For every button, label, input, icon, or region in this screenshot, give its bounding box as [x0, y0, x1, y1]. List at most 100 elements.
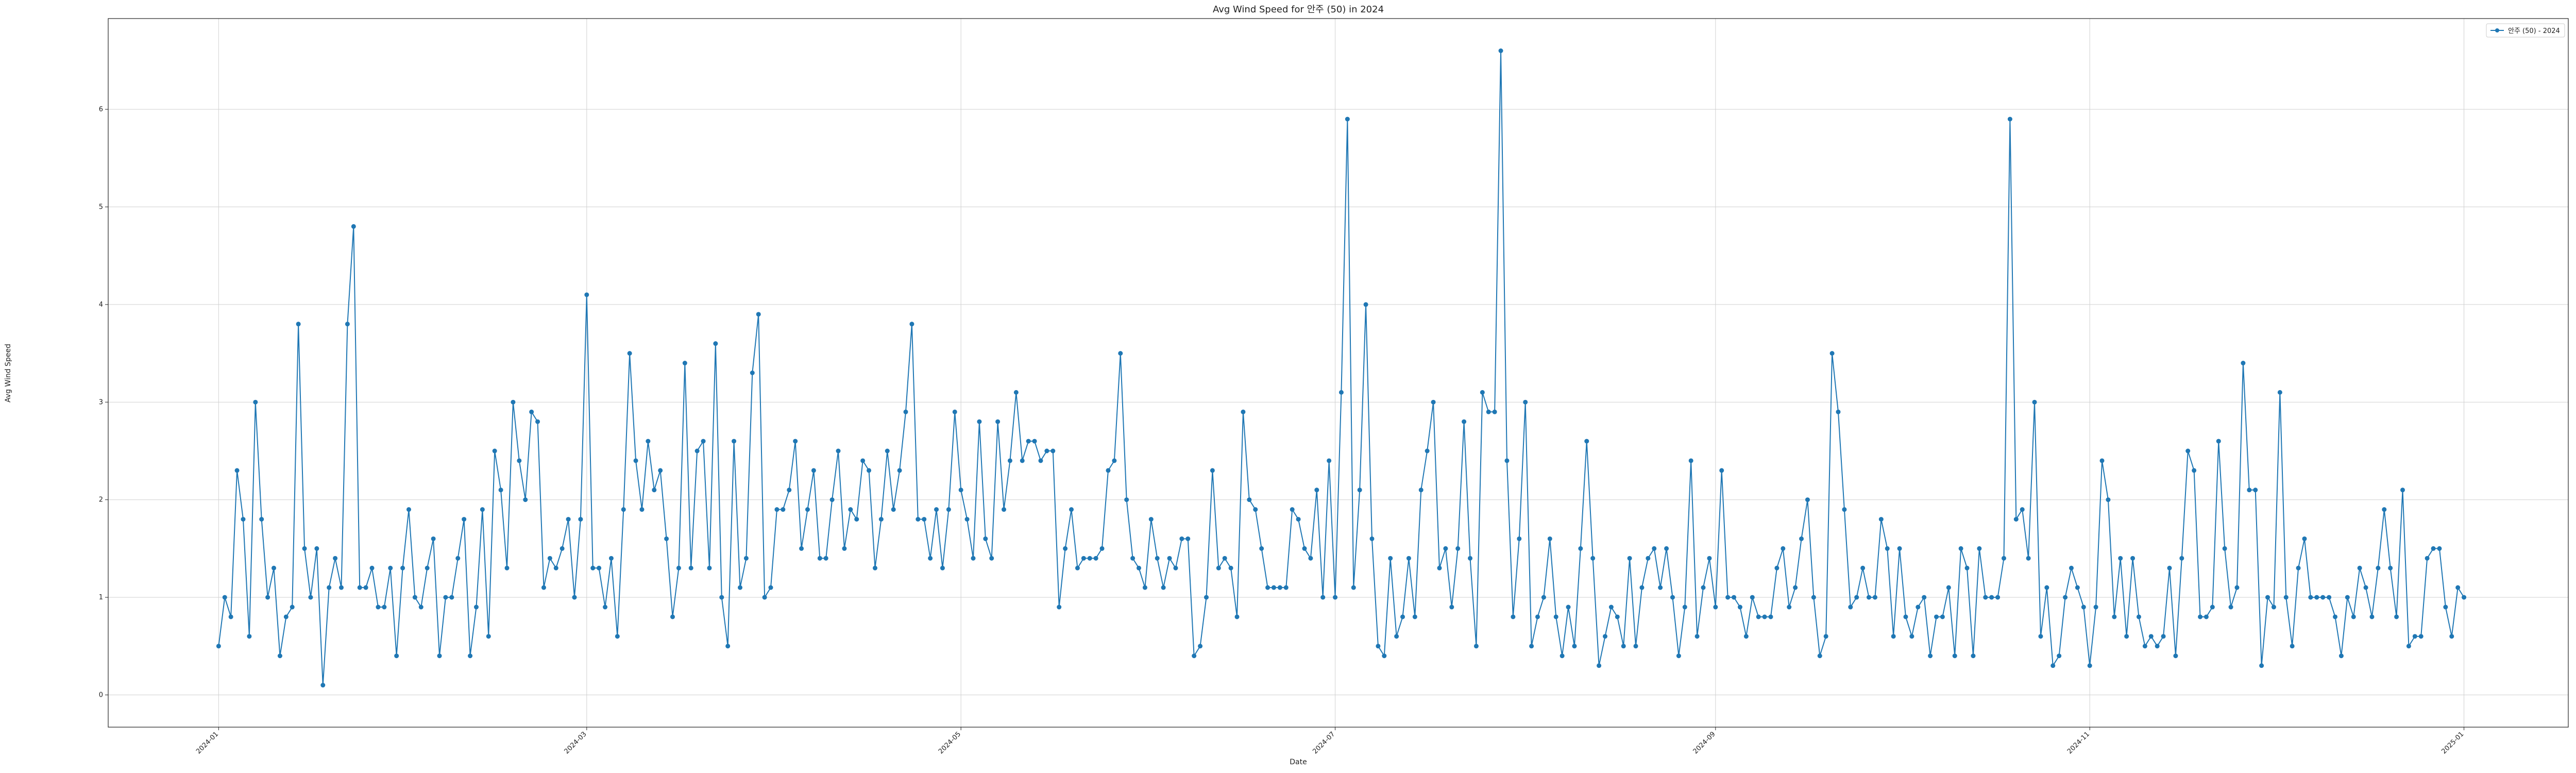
data-point [425, 565, 430, 570]
data-point [388, 565, 393, 570]
data-point [2112, 614, 2117, 619]
data-point [1234, 614, 1240, 619]
data-point [504, 565, 510, 570]
data-point [1106, 468, 1111, 473]
data-point [1063, 546, 1068, 551]
data-point [553, 565, 558, 570]
data-point [1007, 458, 1012, 463]
data-point [1903, 614, 1908, 619]
data-point [216, 644, 221, 649]
data-point [283, 614, 289, 619]
data-point [1093, 556, 1098, 561]
data-point [1271, 585, 1276, 590]
data-point [652, 488, 657, 493]
data-point [2425, 556, 2430, 561]
data-point [327, 585, 332, 590]
data-point [762, 595, 767, 600]
data-point [922, 517, 927, 522]
data-point [608, 556, 614, 561]
data-point [320, 683, 326, 688]
data-point [394, 653, 399, 659]
data-point [431, 536, 436, 541]
data-point [234, 468, 240, 473]
data-point [842, 546, 847, 551]
data-point [2216, 439, 2221, 444]
data-point [2161, 634, 2166, 639]
data-point [1412, 614, 1417, 619]
data-point [2369, 614, 2375, 619]
data-point [658, 468, 663, 473]
data-point [1768, 614, 1773, 619]
data-point [1971, 653, 1976, 659]
data-point [909, 322, 914, 327]
series-layer [216, 48, 2467, 688]
data-point [670, 614, 675, 619]
data-point [1701, 585, 1706, 590]
data-point [2338, 653, 2344, 659]
data-point [958, 488, 963, 493]
data-point [1351, 585, 1356, 590]
data-point [738, 585, 742, 590]
data-point [277, 653, 282, 659]
data-point [1676, 653, 1681, 659]
x-tick-label: 2024-09 [1692, 730, 1717, 755]
data-point [2057, 653, 2062, 659]
data-point [1455, 546, 1461, 551]
data-point [1529, 644, 1534, 649]
data-point [1492, 409, 1497, 414]
data-point [1087, 556, 1092, 561]
data-point [1578, 546, 1583, 551]
grid-lines [108, 19, 2568, 727]
data-point [486, 634, 491, 639]
data-point [2382, 507, 2387, 512]
data-point [1823, 634, 1828, 639]
data-point [1511, 614, 1516, 619]
data-point [1590, 556, 1596, 561]
data-point [418, 604, 423, 610]
data-point [2302, 536, 2307, 541]
data-point [823, 556, 828, 561]
data-point [1283, 585, 1289, 590]
data-point [351, 224, 356, 229]
data-point [1075, 565, 1080, 570]
data-point [1137, 565, 1141, 570]
data-point [1443, 546, 1448, 551]
data-point [897, 468, 902, 473]
data-point [639, 507, 645, 512]
data-point [2308, 595, 2313, 600]
data-point [1142, 585, 1147, 590]
y-axis-title: Avg Wind Speed [4, 344, 12, 402]
data-point [1817, 653, 1822, 659]
data-point [1228, 565, 1233, 570]
data-point [290, 604, 295, 610]
data-point [1480, 390, 1485, 395]
data-point [1437, 565, 1442, 570]
data-point [572, 595, 577, 600]
data-point [1179, 536, 1184, 541]
data-point [1572, 644, 1577, 649]
data-point [2179, 556, 2184, 561]
data-point [517, 458, 522, 463]
data-point [2013, 517, 2019, 522]
data-point [1732, 595, 1737, 600]
data-point [2155, 644, 2160, 649]
data-point [1958, 546, 1963, 551]
data-point [345, 322, 350, 327]
data-point [694, 448, 700, 453]
data-point [2106, 497, 2111, 502]
data-point [1646, 556, 1651, 561]
data-point [523, 497, 528, 502]
data-point [2388, 565, 2393, 570]
data-point [1241, 409, 1246, 414]
plot-frame [108, 18, 2569, 728]
data-point [1848, 604, 1853, 610]
data-point [878, 517, 884, 522]
data-point [314, 546, 319, 551]
data-point [603, 604, 608, 610]
data-point [376, 604, 381, 610]
data-point [449, 595, 454, 600]
data-point [646, 439, 651, 444]
data-point [1044, 448, 1049, 453]
data-point [682, 361, 687, 366]
x-tick-label: 2024-03 [563, 730, 588, 755]
